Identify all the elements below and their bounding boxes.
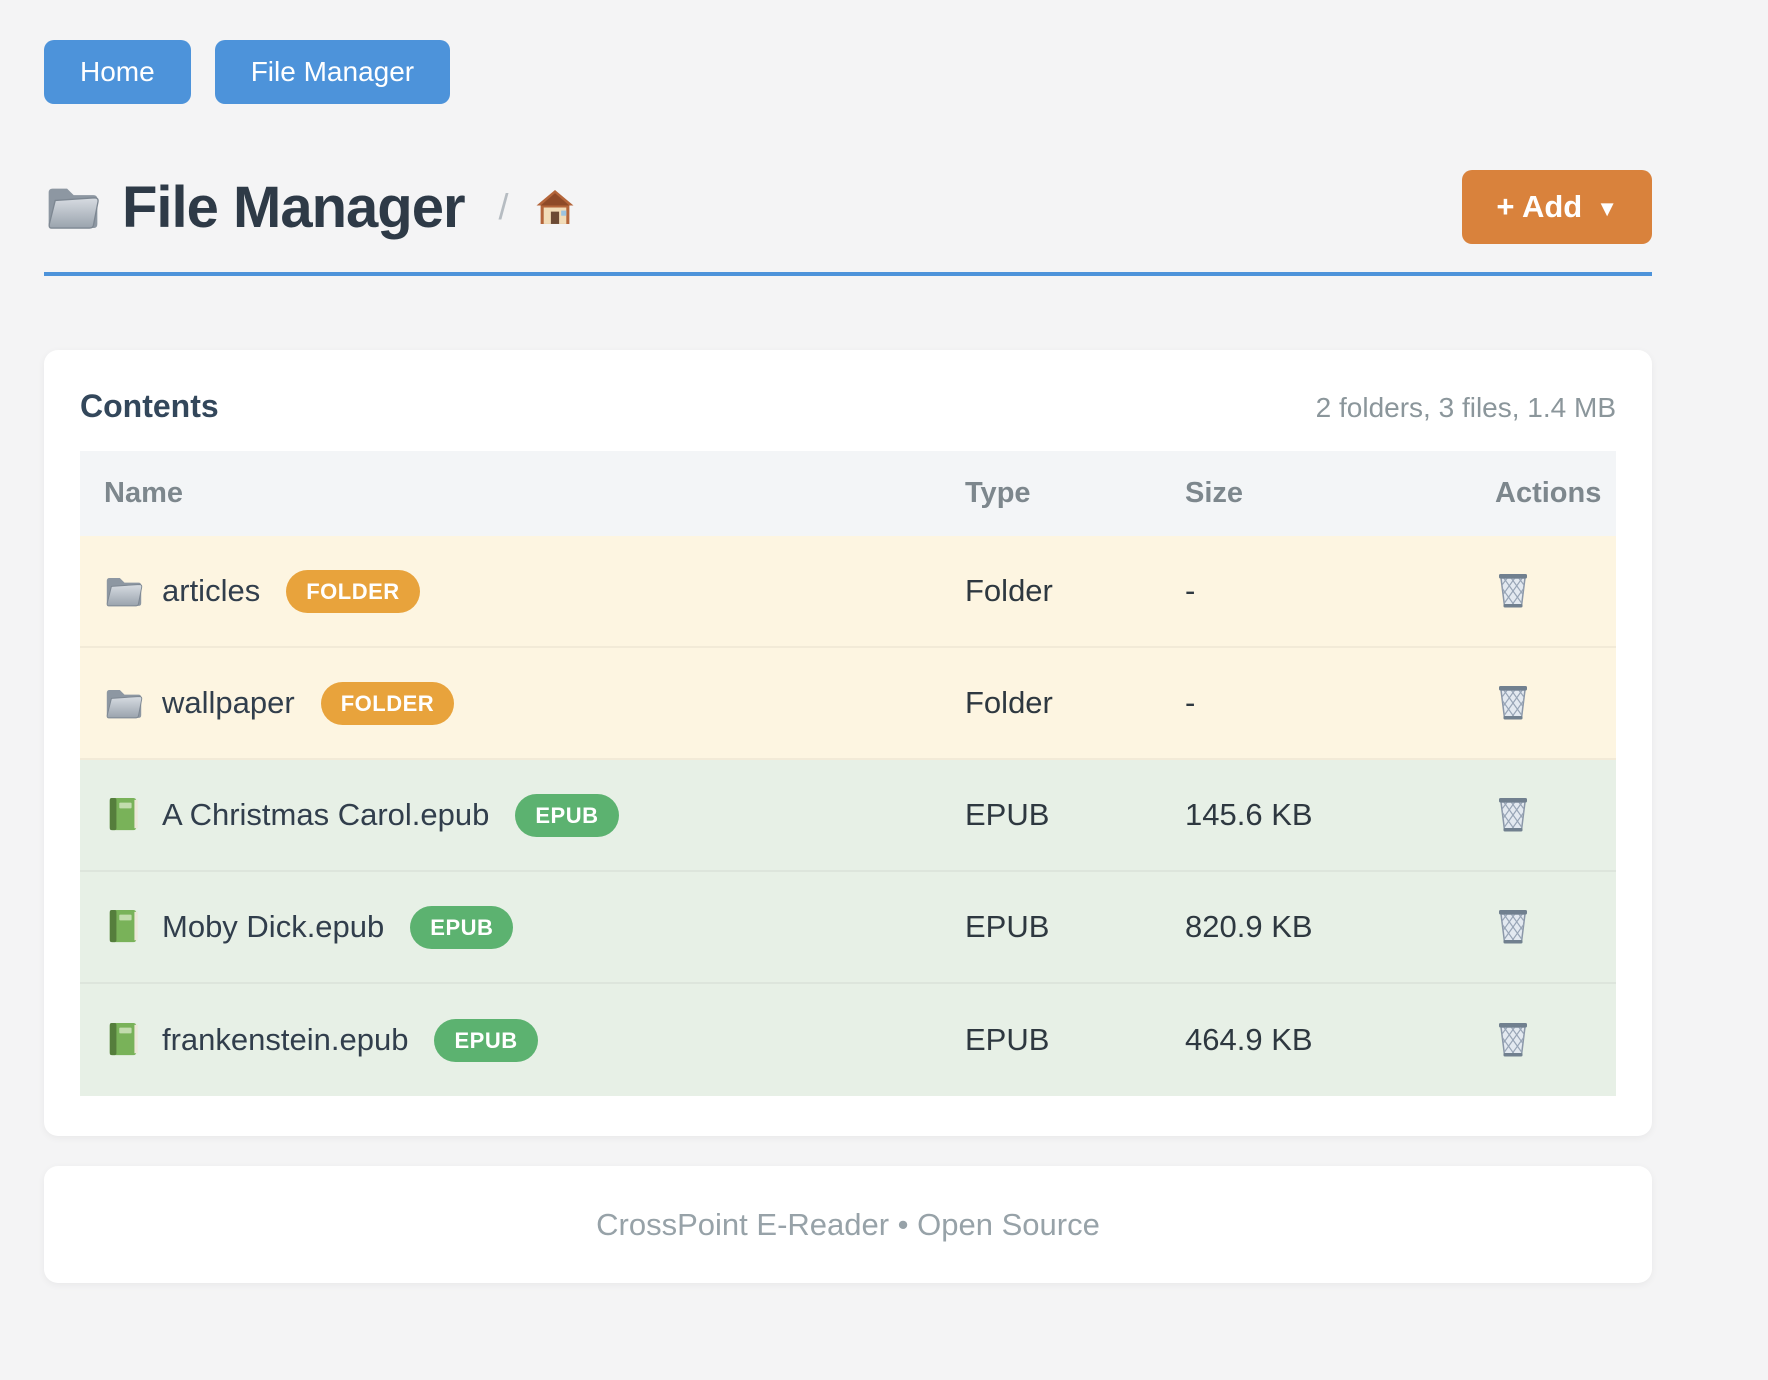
file-table: Name Type Size Actions articles FOLDER F… (80, 451, 1616, 1096)
file-name-link[interactable]: wallpaper (162, 685, 295, 720)
type-badge: FOLDER (286, 569, 420, 613)
file-size: 145.6 KB (1185, 797, 1313, 832)
trash-icon (1495, 905, 1531, 945)
delete-button[interactable] (1495, 905, 1531, 945)
delete-button[interactable] (1495, 793, 1531, 833)
delete-button[interactable] (1495, 1018, 1531, 1058)
add-button-label: + Add (1496, 189, 1583, 224)
table-row: A Christmas Carol.epub EPUB EPUB 145.6 K… (80, 760, 1616, 872)
file-type: EPUB (965, 1022, 1050, 1057)
file-name-link[interactable]: A Christmas Carol.epub (162, 797, 490, 832)
footer-text: CrossPoint E-Reader • Open Source (596, 1206, 1100, 1242)
trash-icon (1495, 681, 1531, 721)
page-header: File Manager / + Add ▼ (44, 170, 1652, 276)
trash-icon (1495, 569, 1531, 609)
table-row: Moby Dick.epub EPUB EPUB 820.9 KB (80, 872, 1616, 984)
breadcrumb-separator: / (498, 186, 509, 227)
trash-icon (1495, 793, 1531, 833)
contents-heading: Contents (80, 388, 219, 424)
delete-button[interactable] (1495, 569, 1531, 609)
file-name-link[interactable]: frankenstein.epub (162, 1022, 409, 1057)
file-size: - (1185, 573, 1196, 608)
type-badge: EPUB (515, 793, 619, 837)
book-icon (109, 909, 138, 943)
contents-card-header: Contents 2 folders, 3 files, 1.4 MB (80, 388, 1616, 425)
trash-icon (1495, 1018, 1531, 1058)
table-row: wallpaper FOLDER Folder - (80, 648, 1616, 760)
file-type: EPUB (965, 797, 1050, 832)
nav-file-manager-button[interactable]: File Manager (214, 40, 451, 104)
table-row: frankenstein.epub EPUB EPUB 464.9 KB (80, 984, 1616, 1096)
add-button[interactable]: + Add ▼ (1462, 170, 1652, 244)
file-size: 464.9 KB (1185, 1022, 1313, 1057)
file-name-link[interactable]: Moby Dick.epub (162, 909, 385, 944)
top-nav: Home File Manager (44, 40, 1652, 104)
table-header-row: Name Type Size Actions (80, 451, 1616, 536)
folder-icon (47, 187, 99, 229)
contents-card: Contents 2 folders, 3 files, 1.4 MB Name… (44, 350, 1652, 1136)
type-badge: FOLDER (320, 681, 455, 725)
book-icon (109, 797, 138, 831)
folder-icon (106, 689, 143, 719)
file-size: 820.9 KB (1185, 909, 1313, 944)
file-type: Folder (965, 573, 1053, 608)
column-header-name: Name (104, 477, 183, 509)
type-badge: EPUB (434, 1018, 538, 1062)
delete-button[interactable] (1495, 681, 1531, 721)
page: Home File Manager File Manager / + Add ▼… (44, 40, 1652, 1283)
folder-icon (106, 577, 143, 607)
column-header-size: Size (1185, 477, 1244, 509)
nav-home-button[interactable]: Home (44, 40, 191, 104)
book-icon (109, 1022, 138, 1056)
file-type: Folder (965, 685, 1053, 720)
file-size: - (1185, 685, 1196, 720)
contents-summary: 2 folders, 3 files, 1.4 MB (1315, 392, 1616, 423)
table-row: articles FOLDER Folder - (80, 536, 1616, 648)
file-name-link[interactable]: articles (162, 573, 261, 608)
page-title: File Manager (122, 174, 466, 240)
chevron-down-icon: ▼ (1596, 196, 1618, 221)
type-badge: EPUB (410, 905, 514, 949)
column-header-type: Type (965, 477, 1031, 509)
title-group: File Manager / (44, 174, 575, 241)
house-icon[interactable] (535, 188, 575, 226)
column-header-actions: Actions (1495, 477, 1602, 509)
footer: CrossPoint E-Reader • Open Source (44, 1166, 1652, 1283)
file-type: EPUB (965, 909, 1050, 944)
